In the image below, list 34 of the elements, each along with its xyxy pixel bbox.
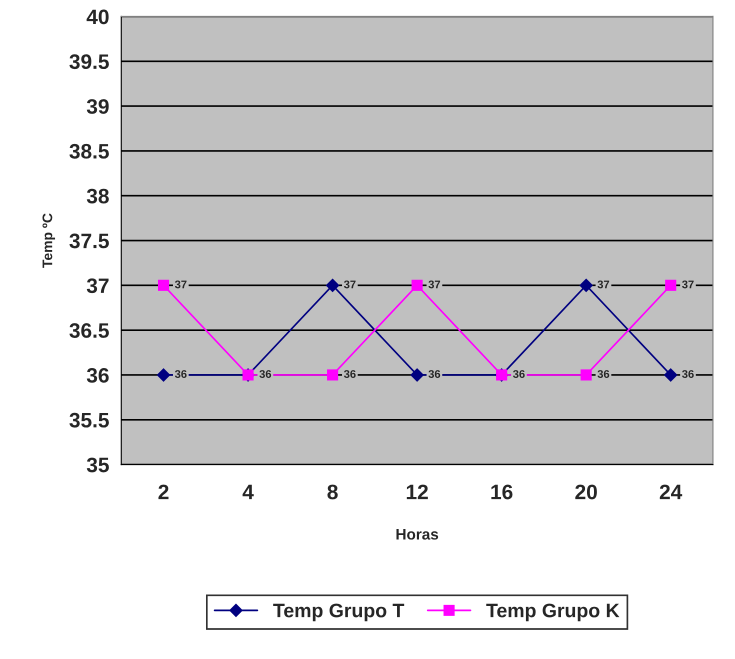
y-tick-label: 35	[86, 458, 109, 472]
y-tick-label: 37	[86, 278, 109, 294]
x-tick-label: 24	[660, 484, 682, 500]
x-tick-label: 2	[158, 484, 168, 500]
y-tick-label: 36.5	[69, 323, 109, 338]
data-label: 36	[428, 370, 440, 378]
y-tick-label: 37.5	[69, 234, 109, 248]
data-label: 37	[682, 280, 694, 288]
y-tick-label: 39.5	[69, 54, 109, 70]
data-label: 36	[259, 370, 272, 378]
y-axis-title: Temp ºC	[42, 213, 56, 268]
data-label: 36	[598, 370, 610, 378]
data-label: 36	[174, 370, 187, 378]
data-label: 37	[344, 280, 356, 288]
x-axis-title: Horas	[396, 529, 438, 540]
data-label: 36	[682, 370, 694, 378]
x-tick-label: 16	[491, 484, 512, 500]
y-tick-label: 39	[86, 99, 109, 114]
x-tick-label: 8	[327, 484, 338, 500]
y-tick-label: 35.5	[69, 412, 109, 428]
legend-label: Temp Grupo K	[486, 604, 620, 622]
data-label: 37	[174, 280, 187, 288]
x-tick-label: 12	[406, 484, 428, 500]
x-tick-label: 20	[575, 484, 597, 500]
data-label: 37	[598, 280, 610, 288]
data-label: 37	[428, 280, 440, 288]
y-tick-label: 38.5	[69, 144, 109, 159]
y-tick-label: 36	[86, 368, 109, 383]
data-label: 36	[344, 370, 356, 378]
y-tick-label: 38	[86, 188, 109, 204]
legend-label: Temp Grupo T	[273, 604, 404, 622]
x-tick-label: 4	[242, 484, 254, 500]
data-label: 36	[513, 370, 525, 378]
y-tick-label: 40	[86, 9, 109, 24]
